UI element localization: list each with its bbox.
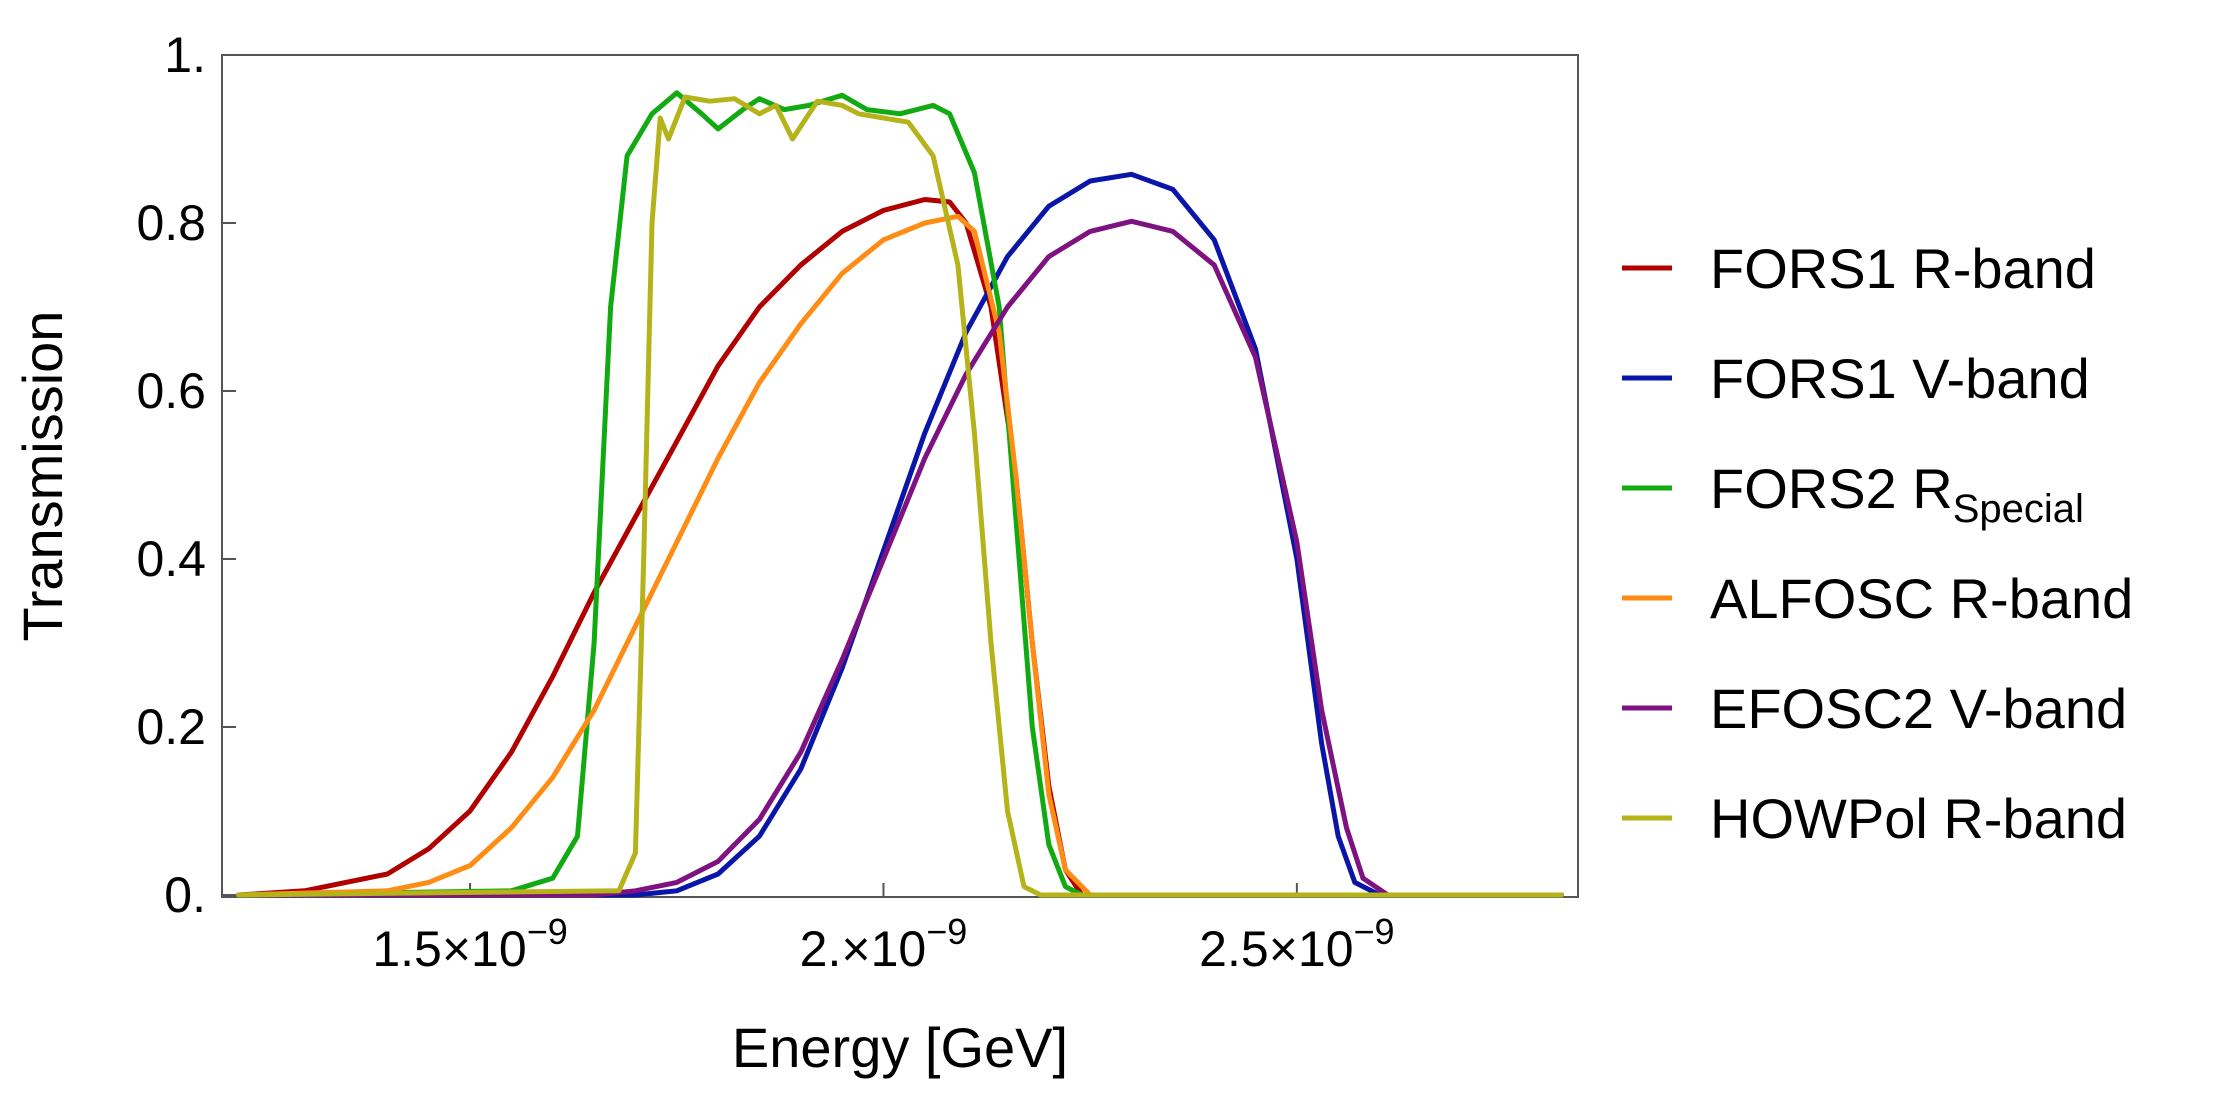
legend: FORS1 R-band FORS1 V-band FORS2 RSpecial AL…: [1622, 237, 2133, 850]
x-tick-label: 2.×10−9: [800, 911, 968, 977]
legend-item: FORS1 V-band: [1622, 347, 2090, 410]
legend-item: HOWPol R-band: [1622, 787, 2127, 850]
series-line-howpol-r-band: [236, 94, 1564, 898]
legend-label: ALFOSC R-band: [1710, 567, 2133, 630]
series-line-fors2-r-special: [236, 90, 1564, 898]
x-tick-label: 1.5×10−9: [372, 911, 567, 977]
legend-label: EFOSC2 V-band: [1710, 677, 2127, 740]
series-line-fors1-r-band: [236, 197, 1564, 898]
legend-label: HOWPol R-band: [1710, 787, 2127, 850]
legend-item: FORS2 RSpecial: [1622, 457, 2084, 531]
y-axis-label: Transmission: [11, 311, 74, 642]
legend-label: FORS1 R-band: [1710, 237, 2096, 300]
legend-item: ALFOSC R-band: [1622, 567, 2133, 630]
y-tick-label: 0.6: [136, 363, 206, 419]
legend-item: FORS1 R-band: [1622, 237, 2096, 300]
axis-ticks: 0. 0.2 0.4 0.6 0.8 1. 1.5×10−9 2.×10−9 2.5×10−9: [136, 27, 1394, 977]
legend-label: FORS2 RSpecial: [1710, 457, 2084, 531]
x-axis-label: Energy [GeV]: [732, 1016, 1068, 1079]
legend-item: EFOSC2 V-band: [1622, 677, 2127, 740]
legend-label: FORS1 V-band: [1710, 347, 2090, 410]
y-tick-label: 0.2: [136, 699, 206, 755]
series-line-efosc2-v-band: [236, 218, 1564, 898]
x-tick-label: 2.5×10−9: [1199, 911, 1394, 977]
y-tick-label: 0.8: [136, 195, 206, 251]
series-layer: [236, 90, 1564, 898]
y-tick-label: 0.4: [136, 531, 206, 587]
plot-frame: [221, 54, 1579, 898]
series-line-alfosc-r-band: [236, 213, 1564, 898]
y-tick-label: 1.: [164, 27, 206, 83]
series-line-fors1-v-band: [236, 171, 1564, 898]
y-tick-label: 0.: [164, 867, 206, 923]
